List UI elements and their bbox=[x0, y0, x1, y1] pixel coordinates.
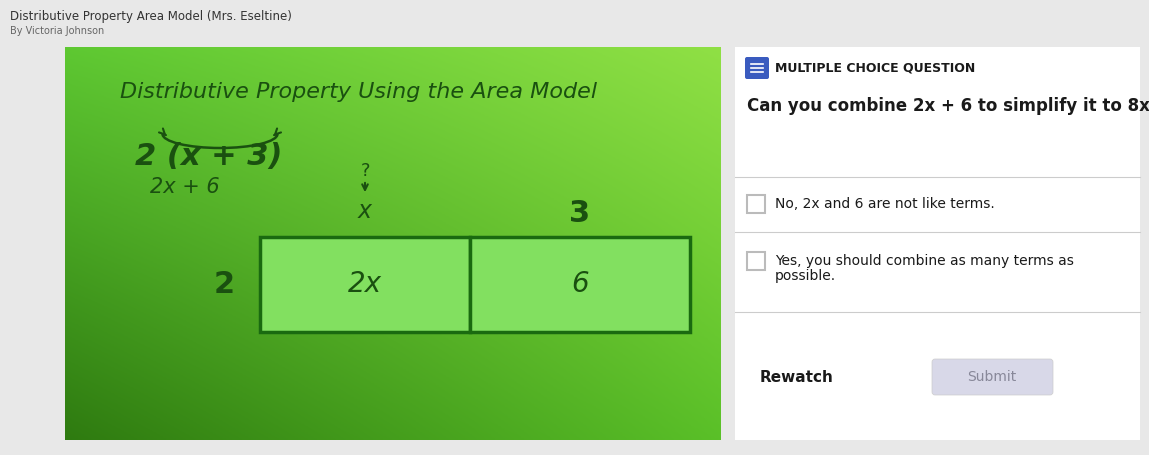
Text: 3: 3 bbox=[570, 199, 591, 228]
Bar bbox=[747, 252, 765, 270]
Text: Distributive Property Area Model (Mrs. Eseltine): Distributive Property Area Model (Mrs. E… bbox=[10, 10, 292, 23]
Text: ?: ? bbox=[361, 162, 370, 180]
Bar bbox=[735, 47, 1140, 440]
Text: Distributive Property Using the Area Model: Distributive Property Using the Area Mod… bbox=[119, 82, 597, 102]
Text: Can you combine 2x + 6 to simplify it to 8x?: Can you combine 2x + 6 to simplify it to… bbox=[747, 97, 1149, 115]
Text: 2x + 6: 2x + 6 bbox=[151, 177, 219, 197]
Text: No, 2x and 6 are not like terms.: No, 2x and 6 are not like terms. bbox=[774, 197, 995, 211]
Bar bbox=[747, 195, 765, 213]
Text: Rewatch: Rewatch bbox=[759, 369, 834, 384]
Text: MULTIPLE CHOICE QUESTION: MULTIPLE CHOICE QUESTION bbox=[774, 61, 976, 75]
Text: x: x bbox=[358, 199, 372, 223]
FancyBboxPatch shape bbox=[932, 359, 1052, 395]
Text: Yes, you should combine as many terms as: Yes, you should combine as many terms as bbox=[774, 254, 1074, 268]
Bar bbox=[260, 237, 470, 332]
Text: By Victoria Johnson: By Victoria Johnson bbox=[10, 26, 105, 36]
Text: possible.: possible. bbox=[774, 269, 836, 283]
Text: 2 (x + 3): 2 (x + 3) bbox=[134, 142, 283, 171]
Text: 2: 2 bbox=[214, 270, 236, 299]
Bar bbox=[470, 237, 691, 332]
Text: 6: 6 bbox=[571, 271, 588, 298]
FancyBboxPatch shape bbox=[745, 57, 769, 79]
Text: Submit: Submit bbox=[967, 370, 1017, 384]
Text: 2x: 2x bbox=[348, 271, 381, 298]
